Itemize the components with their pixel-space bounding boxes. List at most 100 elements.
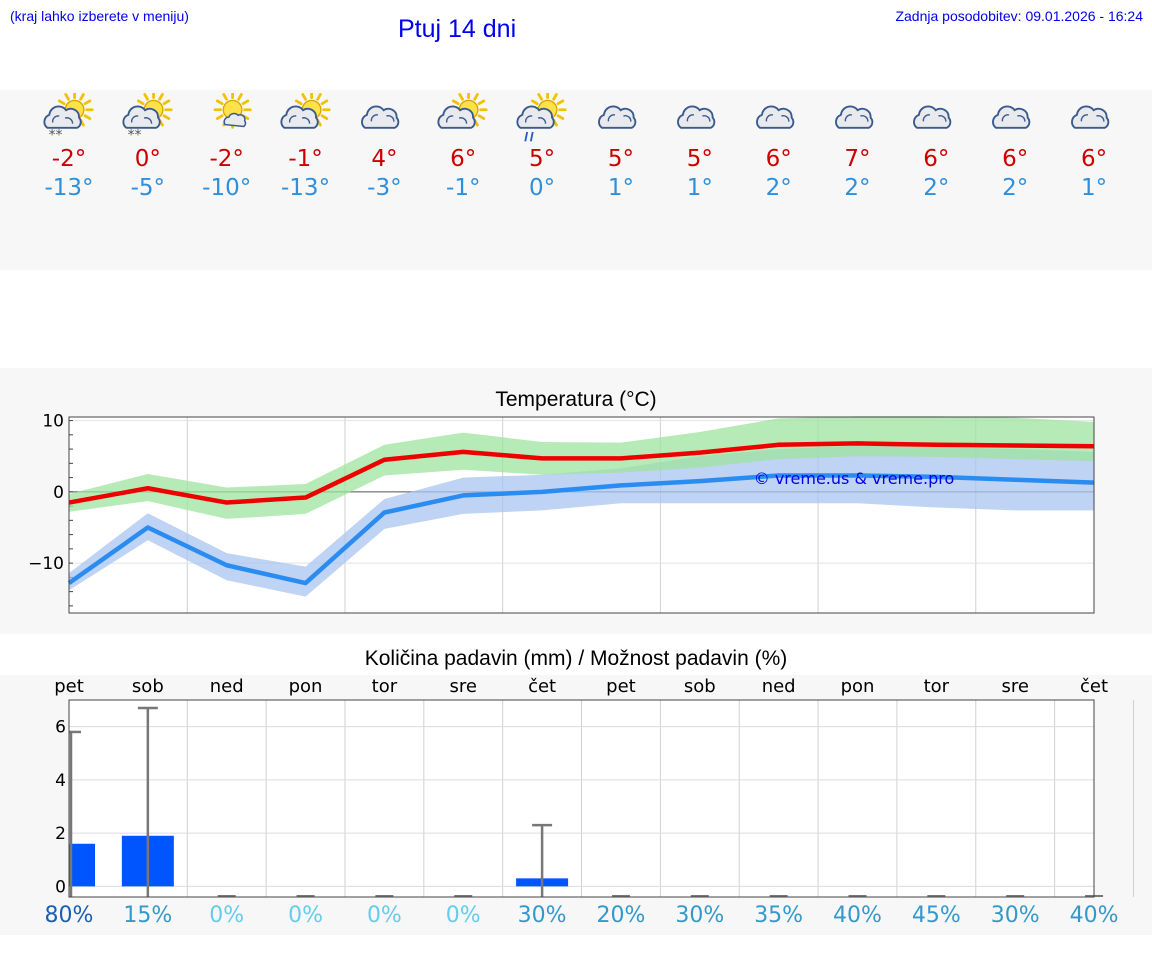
temp-max: 5° — [607, 146, 634, 172]
temp-max: 4° — [371, 146, 398, 172]
sun-cloud-snow-icon: ** — [122, 93, 173, 143]
temp-max: -1° — [288, 146, 323, 172]
day-forecast: -1° -13° — [266, 89, 346, 203]
precip-day-label: pon — [841, 676, 875, 697]
temp-max: 6° — [923, 146, 950, 172]
temp-min-line — [67, 473, 1095, 586]
temp-max: 6° — [765, 146, 792, 172]
precip-probability: 0% — [288, 903, 323, 928]
precip-day-label: sob — [132, 676, 164, 697]
cloud-icon — [676, 105, 716, 129]
sun-small-cloud-icon — [213, 93, 252, 129]
temp-max: 5° — [529, 146, 556, 172]
day-forecast: -2° -10° — [187, 89, 267, 203]
precip-probability: 30% — [517, 903, 567, 928]
precip-day-label: pet — [54, 676, 84, 697]
precip-probability: 0% — [209, 903, 245, 928]
precip-probability: 40% — [833, 903, 882, 928]
day-forecast: 6° 2° — [896, 89, 976, 203]
day-forecast: 6° -1° — [423, 89, 503, 203]
precipitation-chart-title: Količina padavin (mm) / Možnost padavin … — [364, 647, 788, 670]
precip-probability: 40% — [1069, 903, 1119, 928]
y-tick-label: 6 — [55, 718, 66, 738]
temp-min: 2° — [844, 175, 871, 201]
page-title: Ptuj 14 dni — [398, 15, 517, 43]
precip-day-label: pon — [289, 676, 323, 697]
plot-frame — [68, 416, 1095, 614]
temp-max: 6° — [450, 146, 477, 172]
temperature-chart-title: Temperatura (°C) — [495, 388, 657, 411]
y-tick-label: 0 — [55, 877, 66, 897]
temp-min: -1° — [446, 175, 481, 201]
cloud-icon — [992, 105, 1031, 129]
precip-bar — [69, 843, 95, 887]
temp-min: 0° — [529, 175, 556, 201]
temp-max: -2° — [209, 146, 244, 172]
day-forecast: 6° 1° — [1054, 89, 1134, 203]
precip-day-label: čet — [1080, 676, 1108, 697]
precip-probability: 15% — [123, 903, 173, 928]
temp-max: 5° — [686, 146, 713, 172]
sun-cloud-rain-icon — [516, 93, 567, 142]
y-tick-label: 2 — [55, 824, 66, 844]
precip-probability: 20% — [596, 903, 646, 928]
precip-probability: 0% — [366, 903, 402, 928]
day-forecast: 5° 1° — [660, 89, 740, 203]
y-tick-label: 10 — [42, 412, 64, 432]
day-forecast: 5° 0° — [502, 89, 582, 203]
temp-min: 1° — [686, 175, 713, 201]
temp-min: -5° — [130, 175, 166, 201]
temp-min: 1° — [1080, 175, 1108, 201]
temperature-chart: 10 0 −10 © vreme.us & vreme.pro — [28, 412, 1095, 614]
temp-max-line — [68, 441, 1095, 505]
precip-day-label: sre — [450, 676, 477, 697]
temp-max: 0° — [134, 146, 161, 172]
svg-text:**: ** — [127, 127, 141, 143]
cloud-icon — [913, 105, 952, 129]
precipitation-chart: pet sob ned pon tor sre čet pet sob ned pon tor sre č… — [54, 676, 1134, 898]
svg-text:**: ** — [49, 127, 63, 143]
temp-max: -2° — [51, 146, 87, 172]
cloud-icon — [598, 105, 637, 129]
day-forecast: 7° 2° — [818, 89, 898, 203]
day-forecast: ** -2° -13° — [29, 89, 109, 203]
cloud-icon — [361, 105, 400, 129]
cloud-icon — [834, 105, 873, 129]
precip-day-label: pet — [606, 676, 636, 697]
temp-min: -10° — [202, 175, 252, 201]
plot-frame — [68, 699, 1095, 898]
last-updated: Zadnja posodobitev: 09.01.2026 - 16:24 — [895, 8, 1143, 24]
y-tick-label: 0 — [53, 483, 64, 503]
precip-probability: 0% — [445, 903, 481, 928]
y-tick-label: −10 — [28, 554, 64, 574]
forecast-strip — [0, 90, 1152, 270]
temp-min: 1° — [607, 175, 634, 201]
day-forecast: 5° 1° — [581, 89, 661, 203]
sun-cloud-snow-icon: ** — [43, 93, 94, 143]
precip-day-label: ned — [210, 676, 244, 697]
precip-day-label: sre — [1001, 676, 1028, 697]
precip-day-label: tor — [372, 676, 398, 697]
temp-max: 6° — [1080, 146, 1108, 172]
watermark: © vreme.us & vreme.pro — [754, 469, 955, 488]
precip-probability: 30% — [990, 903, 1040, 928]
y-tick-label: 4 — [55, 771, 66, 791]
day-forecast: 6° 2° — [739, 89, 819, 203]
temp-min: -13° — [44, 175, 94, 201]
day-forecast: ** 0° -5° — [108, 89, 188, 203]
sun-cloud-icon — [437, 93, 488, 129]
temp-max: 6° — [1002, 146, 1029, 172]
temp-min-band — [69, 445, 1095, 597]
cloud-icon — [1071, 105, 1110, 129]
precip-day-label: sob — [684, 676, 716, 697]
precip-probability: 30% — [675, 903, 725, 928]
precip-probability: 35% — [754, 903, 804, 928]
precip-probability: 45% — [911, 903, 961, 928]
day-forecast: 6° 2° — [975, 89, 1055, 203]
cloud-icon — [755, 105, 794, 129]
temp-min: -3° — [367, 175, 402, 201]
precip-probability: 80% — [44, 903, 94, 928]
temp-min: -13° — [281, 175, 331, 201]
day-forecast: 4° -3° — [344, 89, 424, 203]
temp-min: 2° — [765, 175, 792, 201]
